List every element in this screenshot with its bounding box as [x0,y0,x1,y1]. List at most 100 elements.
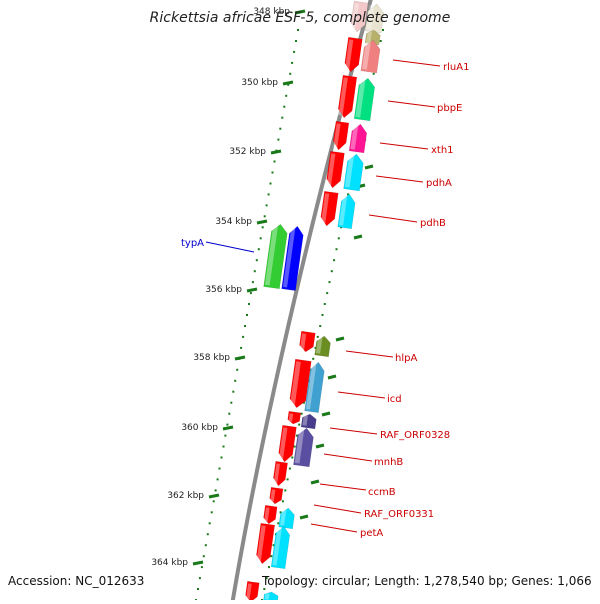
ruler-dot [212,500,215,503]
gene-box-raf0328-slate [300,413,317,430]
ruler-dot [236,368,239,371]
gene-leader-line [375,175,424,183]
gene-label: pdhB [420,218,446,229]
gene-arrow-pdha-red [326,150,345,189]
gene-label: rluA1 [443,62,469,73]
gene-box-bottom-cyan-highlight [264,593,270,600]
outer-tick-mark [327,374,337,380]
ruler-dot [330,270,333,273]
ruler-dot [228,412,231,415]
outer-tick-mark [299,514,309,520]
gene-box-pdhb-cyan [337,193,356,230]
outer-tick-mark [353,234,363,240]
ruler-dot [244,325,246,327]
gene-arrow-typa-blue-highlight [282,227,296,288]
ruler-dot [284,489,287,492]
ruler-dot [222,445,225,448]
gene-leader-line [319,483,367,491]
gene-arrow-xth1-red-highlight [333,123,341,148]
ruler-dot [295,40,297,42]
gene-arrow-mnhb-red [278,424,297,463]
ruler-dot [288,467,291,470]
gene-box-top-beige-highlight [366,5,375,30]
ruler-dot [267,193,270,196]
ruler-dot [382,29,384,31]
ruler-dot [251,281,254,284]
ruler-dot [232,390,235,393]
gene-arrow-raf0331b-red-highlight [264,507,270,522]
ruler-dot [287,83,290,86]
ruler-dot [277,522,280,525]
gene-arrow-raf0328-red-highlight [288,413,294,422]
gene-leader-line [387,100,436,108]
kbp-tick-mark [270,149,282,155]
topology-label: Topology: circular; Length: 1,278,540 bp… [262,574,592,588]
ruler-dot [261,226,264,229]
gene-label: ccmB [368,487,396,498]
kbp-tick-mark [294,9,306,15]
gene-label: RAF_ORF0328 [380,430,450,441]
outer-tick-mark [310,479,320,485]
ruler-dot [224,434,227,437]
ruler-dot [204,544,207,547]
ruler-dot [285,94,288,97]
ruler-dot [242,335,245,338]
outer-tick-mark [335,336,345,342]
ruler-dot [263,215,266,218]
kbp-tick-mark [222,425,234,431]
kbp-label: 356 kbp [205,285,242,295]
ruler-dot [265,577,268,580]
gene-box-pdhb-cyan-highlight [338,195,348,226]
ruler-dot [319,325,322,327]
gene-leader-line [310,523,358,533]
ruler-dot [240,346,243,349]
gene-label: pdhA [426,178,452,189]
ruler-dot [265,204,268,207]
gene-arrow-raf0328-red [287,410,302,425]
gene-arrow-ccmb-red-highlight [273,463,281,484]
gene-arrow-ccmb-red [273,460,288,487]
gene-arrow-pdha-red-highlight [326,153,336,186]
gene-label: icd [387,394,402,405]
ruler-dot [295,434,298,437]
kbp-tick-mark [208,493,220,499]
ruler-dot [202,555,205,558]
gene-box-pbpe-green-highlight [355,79,366,118]
ruler-dot [316,335,319,338]
gene-box-peta-cyan [270,525,291,570]
ruler-dot [277,138,280,141]
kbp-label: 360 kbp [181,423,218,433]
ruler-dot [210,511,213,514]
ruler-dot [314,346,317,349]
labels-layer: 348 kbp 350 kbp 352 kbp 354 kbp 356 kbp 358 k… [151,7,469,568]
ruler-dot [337,237,340,240]
ruler-dot [289,72,292,75]
gene-label: RAF_ORF0331 [364,509,434,520]
ruler-dot [263,588,266,590]
gene-box-hlpa-olive [314,335,331,358]
gene-arrow-pdhb-red-highlight [320,193,330,224]
genome-title: Rickettsia africae ESF-5, complete genom… [149,10,451,26]
gene-leader-line [329,427,378,435]
gene-arrow-mnhb-red-highlight [278,427,288,460]
gene-arrow-pbpe-red [337,74,358,119]
ruler-dot [279,127,282,130]
gene-box-xth1-magenta-highlight [350,125,359,150]
gene-arrow-raf0331-red [269,486,284,505]
ruler-dot [379,40,382,42]
gene-box-pdha-cyan [343,153,364,192]
ruler-dot [255,259,258,262]
ruler-dot [328,281,331,284]
ruler-dot [269,182,272,185]
gene-box-olive-highlight [366,31,372,42]
gene-arrow-bottom-red [245,580,260,603]
gene-arrow-peta-red [256,522,275,565]
gene-leader-line [205,241,255,253]
ruler-dot [226,423,229,426]
ruler-dot [214,489,217,492]
ruler-dot [270,555,273,558]
gene-label: pbpE [437,103,462,114]
ruler-dot [293,445,296,448]
